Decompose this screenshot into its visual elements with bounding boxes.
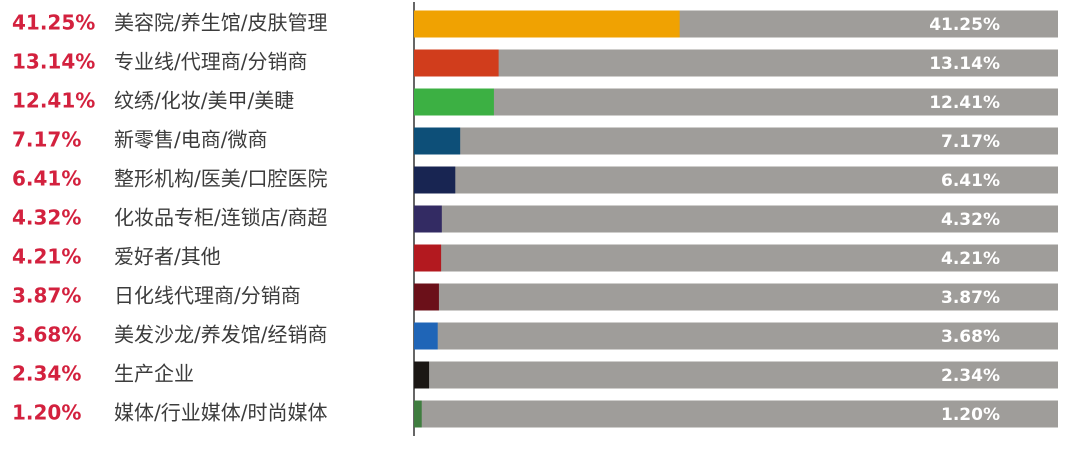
bar-row: 1.20% 媒体/行业媒体/时尚媒体 1.20% <box>12 400 1058 428</box>
bar-value-label: 12.41% <box>929 93 1000 113</box>
bar-row: 13.14% 专业线/代理商/分销商 13.14% <box>12 49 1058 77</box>
bar <box>414 244 442 272</box>
bar-value-label: 4.32% <box>941 210 1000 230</box>
bar-track <box>414 49 1058 77</box>
category-label: 日化线代理商/分销商 <box>114 284 301 308</box>
bar <box>414 205 442 233</box>
percent-label: 3.87% <box>12 284 81 308</box>
category-label: 纹绣/化妆/美甲/美睫 <box>114 89 294 113</box>
bar-track <box>414 361 1058 389</box>
percent-label: 2.34% <box>12 362 81 386</box>
bar-row: 3.68% 美发沙龙/养发馆/经销商 3.68% <box>12 322 1058 350</box>
bar <box>414 166 456 194</box>
bar <box>414 361 430 389</box>
bar-row: 6.41% 整形机构/医美/口腔医院 6.41% <box>12 166 1058 194</box>
category-label: 化妆品专柜/连锁店/商超 <box>114 206 327 230</box>
percent-label: 4.32% <box>12 206 81 230</box>
percent-label: 12.41% <box>12 89 95 113</box>
category-label: 专业线/代理商/分销商 <box>114 50 307 74</box>
bar-track <box>414 127 1058 155</box>
bar-row: 12.41% 纹绣/化妆/美甲/美睫 12.41% <box>12 88 1058 116</box>
category-label: 美发沙龙/养发馆/经销商 <box>114 323 327 347</box>
bar-track <box>414 400 1058 428</box>
percent-label: 4.21% <box>12 245 81 269</box>
bar-track <box>414 283 1058 311</box>
bar-value-label: 1.20% <box>941 405 1000 425</box>
bar-track <box>414 244 1058 272</box>
category-label: 爱好者/其他 <box>114 245 221 269</box>
bar-value-label: 3.68% <box>941 327 1000 347</box>
bar-value-label: 13.14% <box>929 54 1000 74</box>
bar <box>414 400 422 428</box>
percent-label: 41.25% <box>12 11 95 35</box>
percent-label: 1.20% <box>12 401 81 425</box>
bar-track <box>414 205 1058 233</box>
category-label: 美容院/养生馆/皮肤管理 <box>114 11 327 35</box>
category-label: 生产企业 <box>114 362 194 386</box>
bar-value-label: 3.87% <box>941 288 1000 308</box>
bar-row: 4.32% 化妆品专柜/连锁店/商超 4.32% <box>12 205 1058 233</box>
bar-row: 4.21% 爱好者/其他 4.21% <box>12 244 1058 272</box>
bar-row: 7.17% 新零售/电商/微商 7.17% <box>12 127 1058 155</box>
percent-label: 13.14% <box>12 50 95 74</box>
category-label: 新零售/电商/微商 <box>114 128 267 152</box>
bar <box>414 49 499 77</box>
bar-value-label: 2.34% <box>941 366 1000 386</box>
category-label: 整形机构/医美/口腔医院 <box>114 167 327 191</box>
bar <box>414 283 439 311</box>
bar-row: 41.25% 美容院/养生馆/皮肤管理 41.25% <box>12 10 1058 38</box>
bar-track <box>414 322 1058 350</box>
bar-value-label: 41.25% <box>929 15 1000 35</box>
percent-label: 6.41% <box>12 167 81 191</box>
percent-label: 7.17% <box>12 128 81 152</box>
bar <box>414 10 680 38</box>
bar-track <box>414 88 1058 116</box>
bar-row: 3.87% 日化线代理商/分销商 3.87% <box>12 283 1058 311</box>
bar-value-label: 4.21% <box>941 249 1000 269</box>
bar-row: 2.34% 生产企业 2.34% <box>12 361 1058 389</box>
bar-value-label: 7.17% <box>941 132 1000 152</box>
percent-label: 3.68% <box>12 323 81 347</box>
bar <box>414 88 494 116</box>
bar-value-label: 6.41% <box>941 171 1000 191</box>
bar-track <box>414 166 1058 194</box>
bar <box>414 127 461 155</box>
category-label: 媒体/行业媒体/时尚媒体 <box>114 401 327 425</box>
bar <box>414 322 438 350</box>
